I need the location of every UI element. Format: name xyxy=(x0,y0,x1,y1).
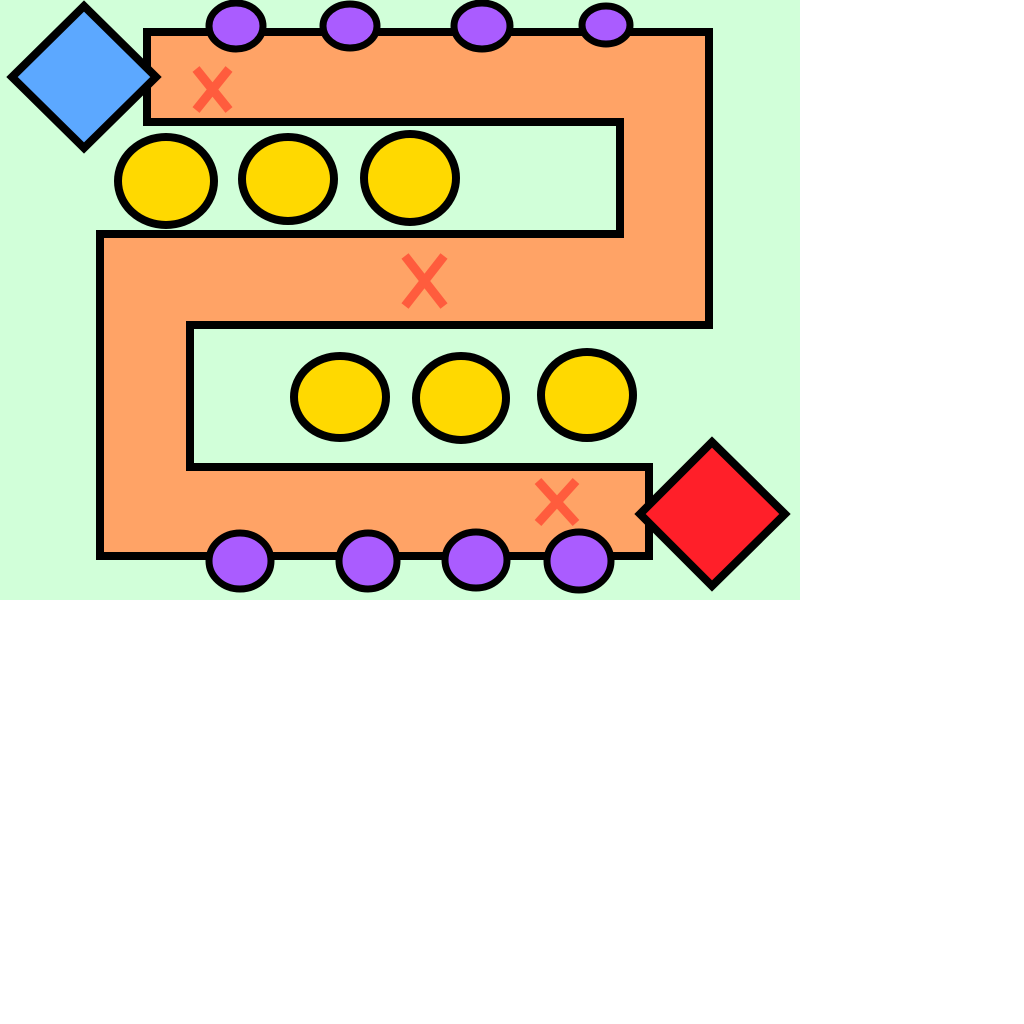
coins xyxy=(114,130,637,444)
game-board xyxy=(0,0,800,600)
enemy xyxy=(205,529,275,593)
maze-path xyxy=(96,28,713,560)
coin xyxy=(290,352,390,442)
enemies xyxy=(205,0,634,594)
hazard-markers xyxy=(192,66,580,527)
coin xyxy=(412,352,510,444)
enemy xyxy=(578,2,634,48)
coin xyxy=(360,130,460,226)
enemy xyxy=(319,0,381,52)
enemy xyxy=(543,528,615,594)
enemy xyxy=(441,528,511,592)
coin xyxy=(114,133,218,229)
hazard-marker-1 xyxy=(192,66,233,113)
goal-diamond xyxy=(634,436,791,592)
coin xyxy=(537,348,637,442)
enemy xyxy=(205,0,267,53)
hazard-marker-2 xyxy=(401,253,448,309)
enemy xyxy=(335,529,401,593)
hazard-marker-3 xyxy=(534,477,580,527)
start-diamond xyxy=(6,0,162,154)
coin xyxy=(238,133,338,225)
enemy xyxy=(450,0,514,53)
